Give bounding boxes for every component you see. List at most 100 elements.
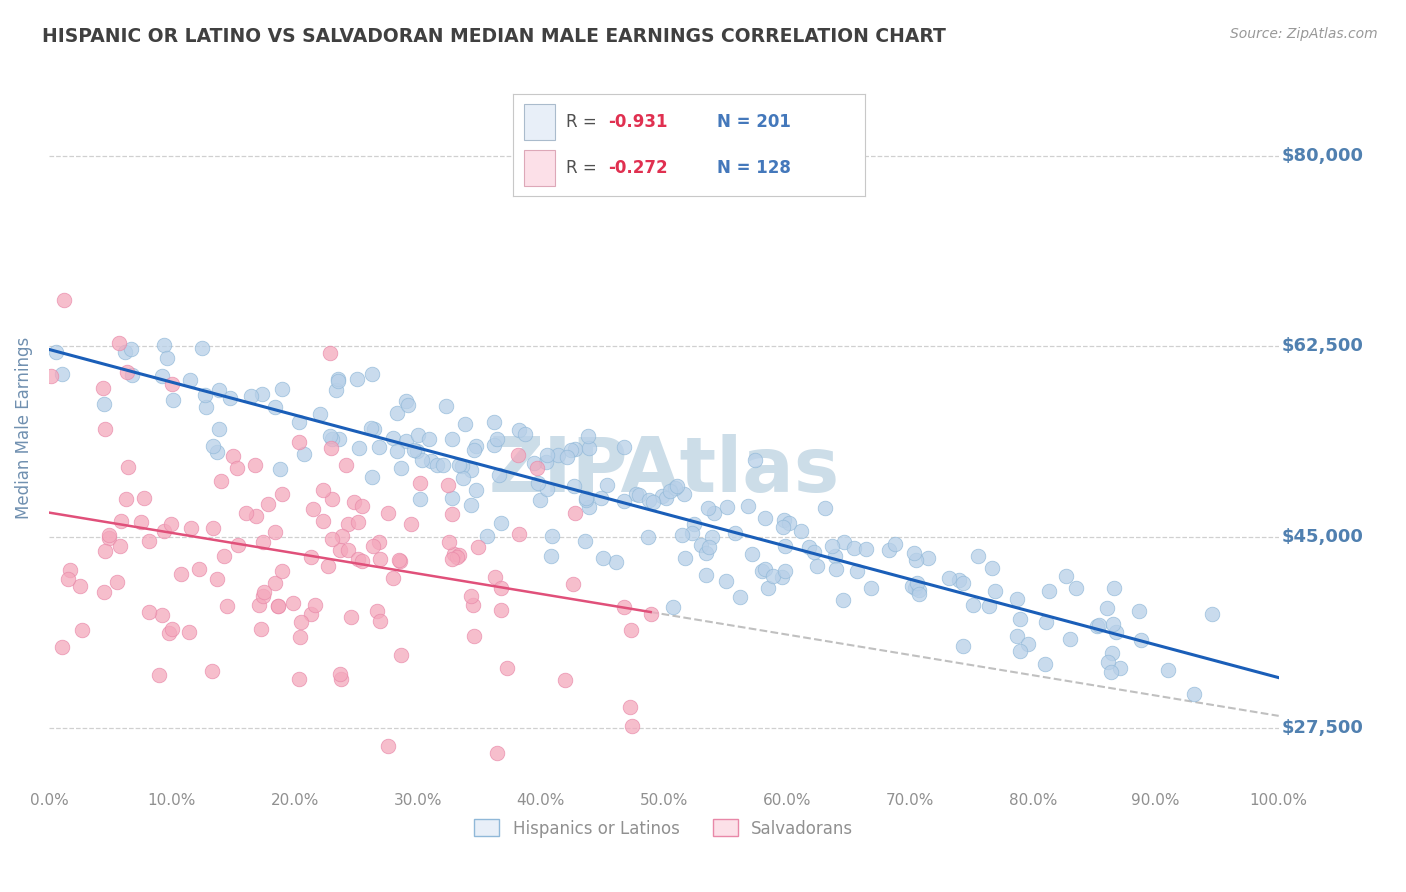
Point [536, 448, 558, 462]
Point [908, 587, 931, 601]
Point [619, 699, 641, 714]
Point [540, 549, 562, 563]
Point [330, 529, 353, 543]
Point [299, 607, 322, 621]
Point [859, 582, 882, 596]
Point [762, 568, 785, 582]
Point [194, 388, 217, 402]
Point [453, 471, 475, 485]
Point [605, 555, 627, 569]
Point [363, 421, 385, 435]
Point [377, 506, 399, 520]
Point [411, 453, 433, 467]
Point [388, 553, 411, 567]
Point [772, 512, 794, 526]
Point [952, 639, 974, 653]
Point [905, 576, 928, 591]
Point [737, 500, 759, 514]
Point [205, 445, 228, 459]
Text: $62,500: $62,500 [1281, 337, 1362, 355]
Point [564, 506, 586, 520]
Point [575, 493, 598, 508]
Point [53, 293, 76, 308]
Point [638, 492, 661, 507]
Point [288, 415, 311, 429]
Point [319, 429, 342, 443]
Point [245, 458, 267, 472]
Point [321, 491, 343, 506]
Point [981, 561, 1004, 575]
Point [486, 746, 509, 760]
Point [728, 591, 751, 605]
Point [904, 553, 927, 567]
Point [440, 551, 463, 566]
Point [526, 461, 548, 475]
Point [1097, 600, 1119, 615]
Point [212, 549, 235, 564]
Point [267, 599, 290, 614]
Point [51, 640, 73, 654]
Text: N = 201: N = 201 [717, 113, 792, 131]
Point [1005, 592, 1028, 607]
Point [409, 492, 432, 507]
Point [1105, 625, 1128, 640]
Point [770, 570, 793, 584]
Point [1008, 612, 1031, 626]
Point [129, 515, 152, 529]
Point [824, 549, 846, 564]
Point [578, 500, 600, 514]
Point [443, 547, 465, 561]
Point [114, 345, 136, 359]
Point [1017, 637, 1039, 651]
Point [651, 489, 673, 503]
Point [337, 543, 360, 558]
Point [247, 598, 270, 612]
Point [245, 508, 267, 523]
Point [446, 549, 468, 564]
Point [148, 668, 170, 682]
Point [91, 381, 114, 395]
Point [202, 438, 225, 452]
Point [404, 442, 426, 457]
Point [311, 483, 333, 497]
Point [773, 539, 796, 553]
Point [1088, 617, 1111, 632]
Point [491, 516, 513, 530]
Point [628, 488, 651, 502]
Point [150, 369, 173, 384]
Point [208, 422, 231, 436]
Point [368, 440, 391, 454]
Point [188, 562, 211, 576]
Point [508, 526, 530, 541]
Point [523, 457, 546, 471]
Point [574, 533, 596, 548]
Legend: Hispanics or Latinos, Salvadorans: Hispanics or Latinos, Salvadorans [468, 813, 860, 844]
Point [110, 540, 132, 554]
Point [361, 367, 384, 381]
Point [70, 624, 93, 638]
Point [117, 460, 139, 475]
Point [697, 500, 720, 515]
Point [884, 537, 907, 551]
Point [1038, 584, 1060, 599]
Point [271, 382, 294, 396]
Point [226, 538, 249, 552]
Point [59, 563, 82, 577]
Point [948, 573, 970, 587]
Point [908, 582, 931, 597]
Point [336, 516, 359, 531]
Point [744, 453, 766, 467]
Point [506, 448, 529, 462]
Point [114, 491, 136, 506]
Point [361, 539, 384, 553]
Point [239, 389, 262, 403]
Point [831, 592, 853, 607]
Point [401, 516, 423, 531]
Point [486, 432, 509, 446]
Point [484, 570, 506, 584]
Point [624, 487, 647, 501]
Point [967, 549, 990, 564]
Point [1097, 655, 1119, 669]
Text: -0.931: -0.931 [607, 113, 668, 131]
Point [576, 429, 599, 443]
